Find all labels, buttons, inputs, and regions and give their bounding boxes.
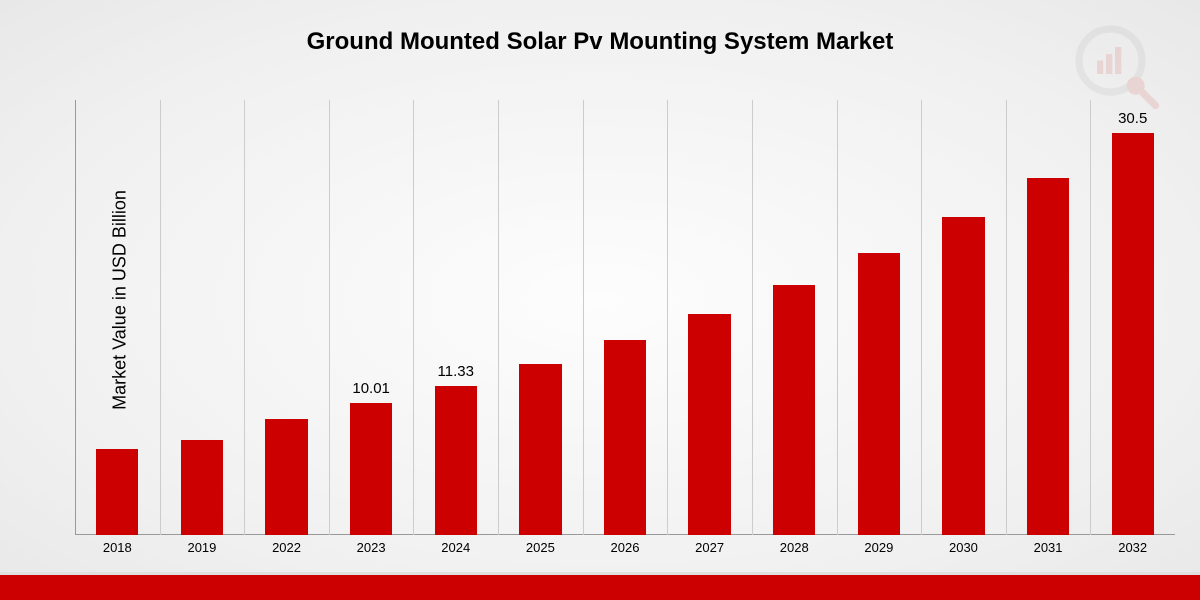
bar-value-label: 11.33 (438, 363, 474, 380)
x-tick-label: 2024 (441, 540, 470, 555)
grid-line (329, 100, 330, 535)
bar (1112, 133, 1154, 535)
bar (519, 364, 561, 535)
bar (181, 440, 223, 535)
grid-line (583, 100, 584, 535)
x-tick-label: 2028 (780, 540, 809, 555)
bar (435, 386, 477, 535)
bar (96, 449, 138, 535)
bar (942, 217, 984, 535)
x-tick-label: 2026 (611, 540, 640, 555)
bar (350, 403, 392, 535)
grid-line (413, 100, 414, 535)
x-tick-label: 2023 (357, 540, 386, 555)
bar (688, 314, 730, 535)
chart-plot-area: 20182019202210.01202311.3320242025202620… (75, 100, 1175, 535)
grid-line (667, 100, 668, 535)
grid-line (160, 100, 161, 535)
x-tick-label: 2030 (949, 540, 978, 555)
bar-value-label: 30.5 (1118, 110, 1147, 127)
grid-line (1090, 100, 1091, 535)
grid-line (921, 100, 922, 535)
footer-bar (0, 572, 1200, 600)
bar (265, 419, 307, 535)
bar (1027, 178, 1069, 535)
bar (858, 253, 900, 535)
y-axis-line (75, 100, 76, 535)
bar (773, 285, 815, 535)
bar-value-label: 10.01 (352, 380, 390, 397)
grid-line (244, 100, 245, 535)
grid-line (498, 100, 499, 535)
grid-line (752, 100, 753, 535)
chart-title: Ground Mounted Solar Pv Mounting System … (0, 28, 1200, 56)
x-tick-label: 2027 (695, 540, 724, 555)
x-tick-label: 2018 (103, 540, 132, 555)
grid-line (837, 100, 838, 535)
x-tick-label: 2025 (526, 540, 555, 555)
x-tick-label: 2019 (187, 540, 216, 555)
bar (604, 340, 646, 535)
x-tick-label: 2022 (272, 540, 301, 555)
x-tick-label: 2032 (1118, 540, 1147, 555)
x-tick-label: 2029 (864, 540, 893, 555)
x-tick-label: 2031 (1034, 540, 1063, 555)
grid-line (1006, 100, 1007, 535)
